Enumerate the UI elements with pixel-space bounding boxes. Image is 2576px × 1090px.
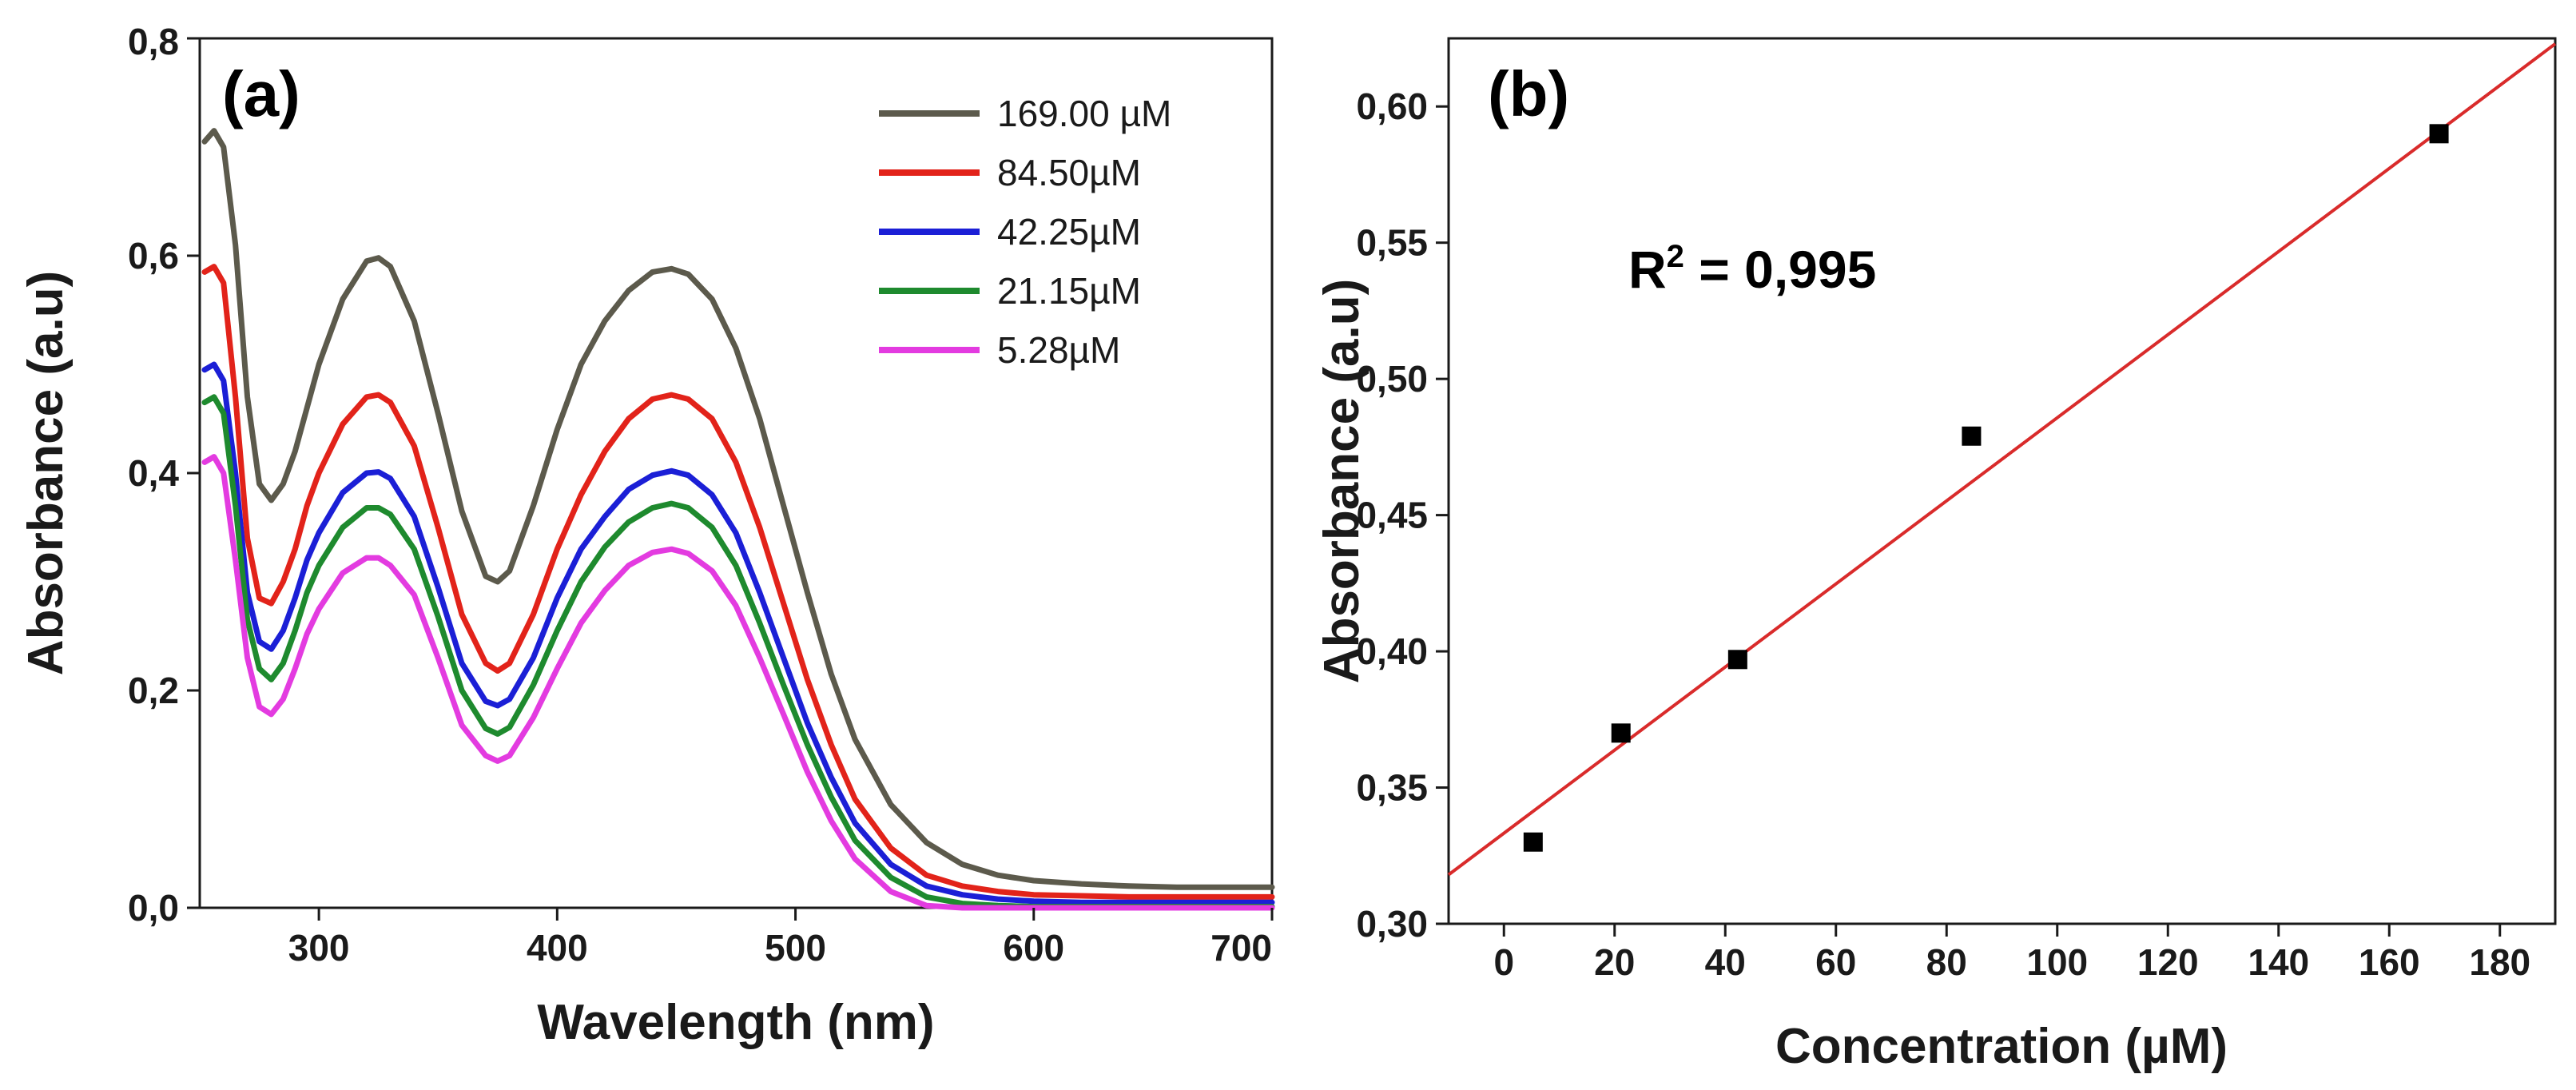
panel-b-y-tick-label: 0,40 [1356,631,1428,672]
panel-b-x-tick-label: 100 [2026,941,2088,983]
panel-b-x-tick-label: 120 [2137,941,2199,983]
panel-a-x-tick-label: 600 [1003,927,1064,969]
r-squared-annotation: R2 = 0,995 [1628,239,1876,299]
panel-b-x-tick-label: 40 [1705,941,1746,983]
legend-entry-label: 169.00 µM [997,93,1171,134]
panel-a-spectra-chart: 300 400 500 600 700 0,0 0,2 0,4 0,6 0,8 169.00 µ… [18,21,1275,1050]
panel-a-y-tick-label: 0,6 [128,235,179,276]
r-squared-value: = 0,995 [1684,240,1876,299]
panel-a-legend: 169.00 µM 84.50µM 42.25µM 21.15µM 5.28µM [879,93,1171,371]
series-line-1 [201,128,1275,890]
panel-a-label: (a) [222,58,300,129]
series-line-3 [201,361,1275,905]
panel-b-y-tick-label: 0,55 [1356,222,1428,264]
panel-b-calibration-chart: 0 20 40 60 80 100 120 140 160 180 0,30 0,35 0,40 0,4… [1314,37,2557,1074]
series-line-2 [201,264,1275,900]
fit-line [1447,42,2557,877]
series-line-5 [201,454,1275,911]
panel-b-y-axis-title: Absorbance (a.u) [1314,279,1369,683]
panel-a-x-axis-title: Wavelength (nm) [537,995,934,1050]
panel-a-y-tick-label: 0,0 [128,887,179,929]
panel-b-x-axis-title: Concentration (µM) [1775,1019,2228,1074]
panel-b-y-tick-label: 0,30 [1356,903,1428,945]
panel-b-x-tick-label: 140 [2248,941,2309,983]
panel-b-x-tick-label: 60 [1815,941,1856,983]
panel-b-x-tick-label: 180 [2469,941,2530,983]
panel-a-x-axis: 300 400 500 600 700 [288,908,1274,969]
panel-a-y-tick-label: 0,2 [128,670,179,711]
panel-a-x-tick-label: 500 [765,927,826,969]
legend-entry-label: 42.25µM [997,211,1141,253]
panel-b-fit-line-group [1447,42,2557,877]
data-point [1523,832,1543,852]
panel-b-x-tick-label: 160 [2359,941,2420,983]
legend-entry-label: 5.28µM [997,329,1120,371]
panel-b-y-tick-label: 0,50 [1356,358,1428,400]
panel-b-y-tick-label: 0,45 [1356,495,1428,536]
data-point [1727,650,1747,670]
series-line-4 [201,394,1275,910]
panel-b-y-axis: 0,30 0,35 0,40 0,45 0,50 0,55 0,60 [1356,86,1449,945]
panel-b-label: (b) [1488,58,1569,129]
r-squared-base: R [1628,240,1667,299]
panel-a-x-tick-label: 300 [288,927,350,969]
panel-b-y-tick-label: 0,35 [1356,767,1428,809]
data-point [1611,723,1631,743]
legend-entry-label: 21.15µM [997,270,1141,312]
panel-b-y-tick-label: 0,60 [1356,86,1428,127]
panel-b-x-tick-label: 80 [1926,941,1967,983]
panel-b-x-tick-label: 20 [1594,941,1635,983]
legend-entry-label: 84.50µM [997,152,1141,193]
panel-a-x-tick-label: 700 [1210,927,1272,969]
panel-b-x-tick-label: 0 [1493,941,1514,983]
panel-b-data-points [1523,124,2449,852]
panel-b-frame [1447,37,2557,925]
r-squared-superscript: 2 [1667,239,1684,274]
panel-a-y-axis: 0,0 0,2 0,4 0,6 0,8 [128,21,200,929]
data-point [2429,124,2449,144]
panel-a-x-tick-label: 400 [527,927,588,969]
panel-a-y-axis-title: Absorbance (a.u) [18,271,74,675]
panel-b-x-axis: 0 20 40 60 80 100 120 140 160 180 [1493,924,2530,983]
data-point [1962,426,1982,446]
panel-a-series-lines [201,128,1275,911]
panel-a-y-tick-label: 0,8 [128,21,179,62]
panel-a-y-tick-label: 0,4 [128,452,179,494]
